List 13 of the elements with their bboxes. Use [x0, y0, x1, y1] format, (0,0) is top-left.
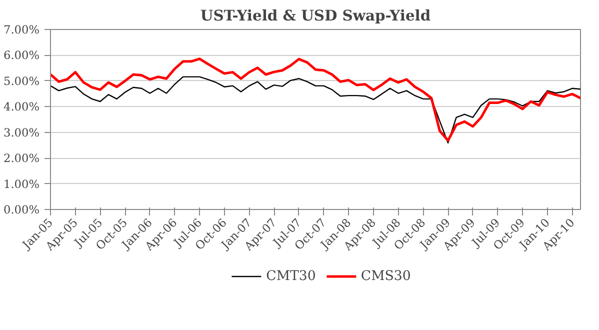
- y-tick-label: 1.00%: [4, 176, 40, 191]
- y-tick-label: 3.00%: [4, 125, 40, 140]
- line-series: [50, 58, 580, 142]
- y-tick-label: 5.00%: [4, 74, 40, 88]
- y-tick-label: 2.00%: [4, 151, 40, 166]
- legend-label: CMS30: [360, 268, 411, 284]
- chart-title: UST-Yield & USD Swap-Yield: [200, 8, 431, 24]
- line-series: [50, 76, 580, 144]
- y-tick-label: 7.00%: [4, 22, 40, 36]
- y-tick-label: 0.00%: [4, 202, 40, 216]
- y-tick-label: 6.00%: [4, 48, 40, 62]
- legend-label: CMT30: [266, 268, 316, 284]
- y-tick-label: 4.00%: [4, 100, 40, 114]
